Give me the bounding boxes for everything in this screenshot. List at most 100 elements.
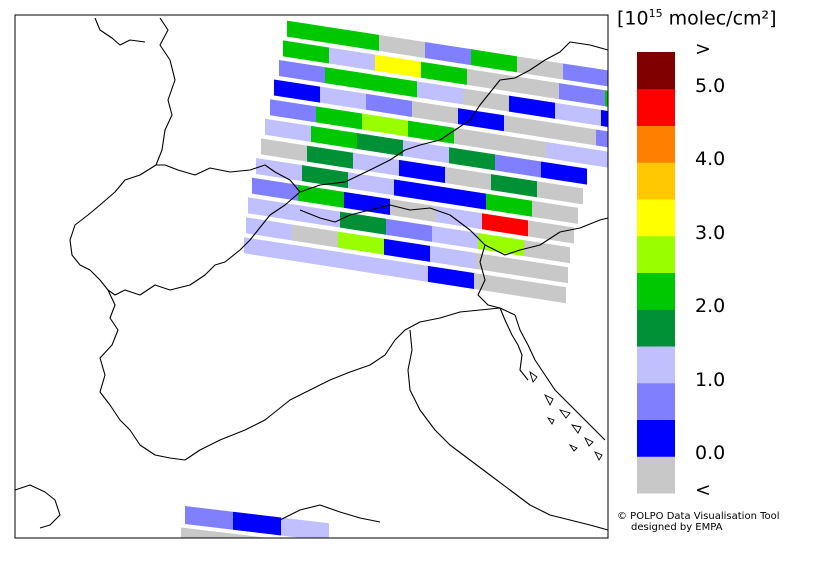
swath-pixel <box>270 99 316 123</box>
swath-pixel <box>283 40 329 64</box>
swath-pixel <box>281 517 329 538</box>
no2-swath-pixels <box>244 20 608 304</box>
swath-pixel <box>399 159 445 183</box>
swath-pixel <box>261 138 307 162</box>
swath-pixel <box>476 252 522 277</box>
swath-pixel <box>256 157 302 182</box>
credit-line-2: designed by EMPA <box>631 522 723 533</box>
swath-pixel <box>430 245 476 269</box>
legend-swatch <box>637 309 675 347</box>
swath-pixel <box>555 102 601 126</box>
swath-pixel <box>290 244 336 268</box>
swath-pixel <box>596 129 608 148</box>
swath-pixel <box>292 224 338 248</box>
swath-pixel <box>279 60 325 84</box>
swath-pixel <box>333 27 379 51</box>
swath-pixel <box>517 56 563 80</box>
swath-pixel <box>412 100 458 125</box>
swath-pixel <box>246 217 292 241</box>
legend-swatch <box>637 272 675 310</box>
country-borders <box>14 17 609 531</box>
swath-pixel <box>379 34 425 59</box>
swath-pixel <box>181 527 229 538</box>
swath-pixel <box>495 154 541 178</box>
swath-pixel <box>478 232 524 257</box>
legend-colorbar <box>637 52 675 494</box>
map-frame <box>14 14 609 539</box>
swath-pixel <box>563 63 608 87</box>
border-germany-austria <box>299 41 609 193</box>
swath-pixel <box>454 127 500 151</box>
legend-swatch <box>637 162 675 200</box>
legend-swatch <box>637 199 675 237</box>
legend-label: > <box>695 38 711 60</box>
swath-pixel <box>382 258 428 282</box>
swath-pixel <box>546 142 592 166</box>
swath-pixel <box>229 533 269 538</box>
swath-pixel <box>408 120 454 144</box>
legend-swatch <box>637 88 675 126</box>
swath-pixel <box>316 106 362 130</box>
swath-pixel <box>491 174 537 198</box>
legend-swatch <box>637 52 675 90</box>
swath-pixel <box>471 49 517 73</box>
legend-label: 2.0 <box>695 295 726 318</box>
swath-pixel <box>601 109 608 128</box>
swath-pixel <box>592 149 608 168</box>
coast-france-north <box>94 17 146 46</box>
swath-pixel <box>528 220 574 244</box>
swath-pixel <box>532 200 578 224</box>
swath-pixel <box>394 179 440 203</box>
swath-pixel <box>185 506 233 530</box>
swath-pixel <box>338 231 384 255</box>
swath-pixel <box>513 75 559 100</box>
swath-pixel <box>371 74 417 98</box>
swath-pixel <box>274 79 320 103</box>
swath-pixel <box>559 83 605 107</box>
swath-pixel <box>348 172 394 196</box>
swath-pixel <box>344 191 390 216</box>
coast-corsica <box>14 484 61 529</box>
legend-label: 1.0 <box>695 368 726 391</box>
swath-pixel <box>425 42 471 66</box>
islands <box>529 370 603 461</box>
swath-pixel <box>440 186 486 210</box>
swath-pixel <box>504 115 550 139</box>
border-france-italy <box>99 289 186 461</box>
swath-pixel <box>353 152 399 176</box>
swath-pixel <box>357 133 403 157</box>
coast-adriatic <box>407 329 609 531</box>
swath-pixel <box>329 47 375 71</box>
legend-label: 5.0 <box>695 74 726 97</box>
swath-pixel <box>265 118 311 142</box>
swath-pixel <box>302 165 348 189</box>
coast-istria <box>499 307 529 381</box>
swath-pixel <box>520 280 566 304</box>
swath-pixel <box>287 20 333 44</box>
swath-pixel <box>366 93 412 117</box>
swath-pixel <box>403 140 449 164</box>
swath-pixel <box>428 265 474 289</box>
swath-pixel <box>522 260 568 284</box>
swath-pixel <box>550 122 596 146</box>
legend-swatch <box>637 235 675 273</box>
swath-pixel <box>298 184 344 208</box>
legend-swatch <box>637 419 675 457</box>
swath-pixel <box>482 213 528 237</box>
legend-label: 4.0 <box>695 148 726 171</box>
swath-pixel <box>417 81 463 105</box>
swath-pixel <box>421 61 467 85</box>
swath-pixel <box>500 134 546 159</box>
legend-label: 3.0 <box>695 221 726 244</box>
swath-pixel <box>432 225 478 249</box>
swath-pixel <box>320 86 366 110</box>
swath-pixel <box>474 272 520 297</box>
swath-pixel <box>463 88 509 112</box>
swath-pixel <box>445 166 491 191</box>
swath-pixel <box>537 181 583 205</box>
swath-pixel <box>277 539 325 563</box>
swath-pixel <box>605 90 608 107</box>
swath-pixel <box>311 125 357 150</box>
legend-swatch <box>637 346 675 384</box>
